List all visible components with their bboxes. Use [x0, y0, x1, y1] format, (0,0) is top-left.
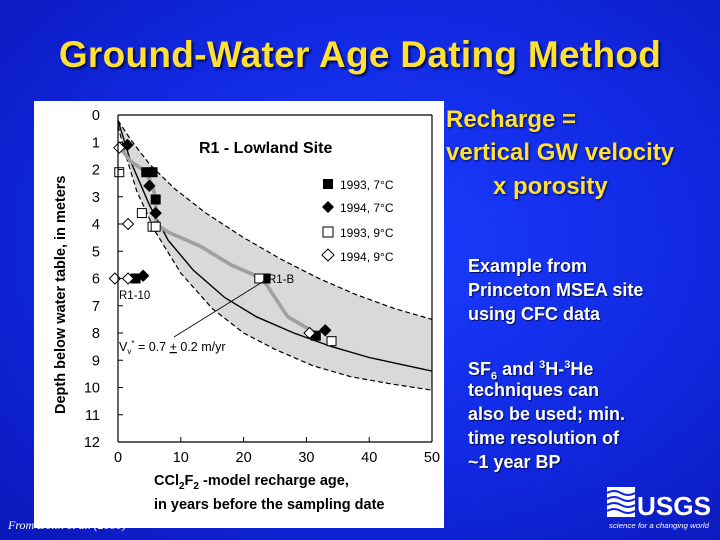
- y-tick-label-6: 6: [92, 272, 100, 288]
- lower-bound-curve: [117, 125, 433, 391]
- example-line-2: Princeton MSEA site: [468, 280, 644, 300]
- data-point-series2-1: [136, 208, 147, 219]
- y-tick-label-7: 7: [92, 299, 100, 315]
- data-point-series2-5: [326, 336, 337, 347]
- data-point-series2-4: [254, 273, 265, 284]
- x-tick-label-30: 30: [298, 450, 314, 466]
- upper-bound-curve: [117, 120, 433, 320]
- x-axis-label-line1: CCl2F2 -model recharge age,: [154, 473, 349, 492]
- usgs-tagline: science for a changing world: [609, 521, 710, 530]
- data-point-series0-1: [147, 167, 158, 178]
- velocity-pointer: [173, 280, 265, 338]
- legend-marker-diamond-open: [321, 248, 335, 262]
- data-point-series1-3: [136, 269, 150, 282]
- central-curve: [117, 120, 433, 372]
- citation: From Delin et al. (2000): [8, 518, 126, 532]
- x-tick-label-10: 10: [173, 450, 189, 466]
- data-point-series1-4: [319, 324, 332, 337]
- chart-band-layer: [117, 120, 433, 391]
- chart-marks-layer: [108, 138, 337, 347]
- legend: 1993, 7°C 1994, 7°C 1993, 9°C 1994, 9°C: [321, 178, 394, 264]
- legend-label-1994-7c: 1994, 7°C: [340, 201, 394, 215]
- slide-title: Ground-Water Age Dating Method: [58, 34, 662, 75]
- sf6-line-4: time resolution of: [468, 428, 620, 448]
- recharge-line-3: x porosity: [493, 173, 608, 200]
- y-tick-label-0: 0: [92, 108, 100, 124]
- y-tick-label-1: 1: [92, 135, 100, 151]
- legend-marker-diamond-filled: [322, 201, 334, 213]
- data-point-series3-0: [113, 141, 126, 154]
- x-axis-label-line2: in years before the sampling date: [154, 497, 384, 513]
- data-point-series1-2: [149, 206, 162, 220]
- data-point-series2-3: [150, 221, 161, 232]
- data-point-series0-2: [150, 194, 161, 205]
- sf6-line-1: SF6 and 3H-3He: [468, 359, 594, 383]
- data-point-series3-1: [121, 272, 135, 285]
- y-tick-label-11: 11: [85, 408, 100, 424]
- example-line-1: Example from: [468, 256, 588, 276]
- chart-panel: 0 1 2 3 4 5 6 7 8 9 10 11 12 0 10 20 30 40 50 R1 - Lowland…: [34, 101, 444, 528]
- sf6-line-5: ~1 year BP: [468, 452, 561, 472]
- y-tick-label-9: 9: [92, 353, 100, 369]
- y-tick-label-2: 2: [92, 163, 100, 179]
- usgs-wave-icon: [606, 487, 636, 517]
- x-tick-label-40: 40: [361, 450, 377, 466]
- sf6-line-3: also be used; min.: [468, 404, 626, 424]
- x-tick-label-20: 20: [236, 450, 252, 466]
- data-point-series3-4: [303, 326, 316, 340]
- x-tick-label-50: 50: [424, 450, 440, 466]
- label-r1-10: R1-10: [119, 290, 150, 302]
- label-r1-b: R1-B: [268, 274, 295, 286]
- usgs-logo-text: USGS: [637, 491, 711, 521]
- legend-marker-square-filled: [323, 179, 333, 189]
- y-tick-label-4: 4: [92, 217, 100, 233]
- legend-label-1993-9c: 1993, 9°C: [340, 226, 394, 240]
- legend-marker-square-open: [322, 226, 334, 238]
- chart-title: R1 - Lowland Site: [199, 140, 332, 157]
- y-tick-label-8: 8: [92, 326, 100, 342]
- uncertainty-band: [118, 120, 432, 391]
- usgs-logo: USGS science for a changing world: [606, 487, 711, 530]
- x-tick-label-0: 0: [114, 450, 122, 466]
- data-point-series2-0: [114, 167, 125, 178]
- y-tick-label-12: 12: [84, 435, 100, 451]
- legend-label-1994-9c: 1994, 9°C: [340, 250, 394, 264]
- recharge-line-2: vertical GW velocity: [446, 139, 675, 166]
- y-tick-label-10: 10: [84, 381, 100, 397]
- y-axis-label: Depth below water table, in meters: [53, 176, 69, 415]
- sf6-line-2: techniques can: [468, 380, 600, 400]
- data-point-series1-1: [143, 179, 156, 193]
- legend-label-1993-7c: 1993, 7°C: [340, 178, 394, 192]
- data-point-series3-3: [121, 217, 135, 231]
- example-line-3: using CFC data: [468, 304, 601, 324]
- y-tick-label-3: 3: [92, 190, 100, 206]
- recharge-line-1: Recharge =: [446, 106, 577, 133]
- y-tick-label-5: 5: [92, 244, 100, 260]
- velocity-annotation: Vv* = 0.7 + 0.2 m/yr: [119, 339, 226, 356]
